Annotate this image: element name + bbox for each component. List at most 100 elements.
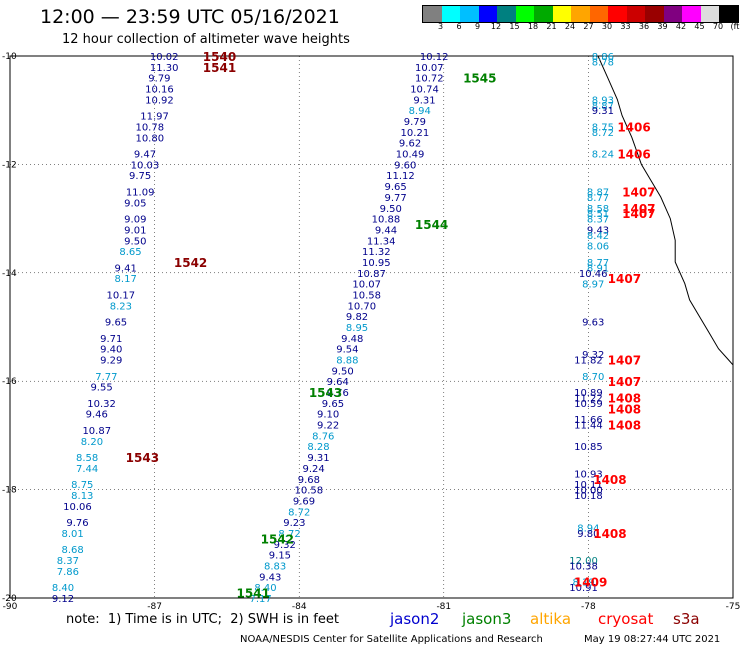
wave-height-label: 9.48	[341, 334, 363, 345]
timestamp: May 19 08:27:44 UTC 2021	[584, 634, 721, 645]
wave-height-label: 10.91	[569, 583, 598, 594]
wave-height-label: 10.58	[352, 290, 381, 301]
wave-height-label: 8.01	[62, 529, 84, 540]
page-subtitle: 12 hour collection of altimeter wave hei…	[62, 32, 350, 47]
wave-height-label: 8.17	[115, 274, 137, 285]
colorbar-label: 42	[675, 22, 687, 31]
lat-tick-label: -18	[2, 486, 17, 496]
wave-height-label: 8.06	[587, 242, 609, 253]
wave-height-label: 9.69	[293, 496, 315, 507]
lat-tick-label: -12	[2, 160, 17, 170]
wave-height-label: 11.82	[574, 356, 603, 367]
wave-height-label: 8.97	[582, 280, 604, 291]
colorbar-label: 21	[546, 22, 557, 31]
wave-height-label: 8.42	[587, 231, 609, 242]
wave-height-label: 8.87	[592, 101, 614, 112]
colorbar-label: (ft)	[730, 22, 740, 31]
wave-height-label: 8.88	[336, 356, 358, 367]
wave-height-label: 10.74	[410, 85, 439, 96]
pass-time-label: 1409	[574, 576, 607, 590]
colorbar-label: 39	[657, 22, 668, 31]
wave-height-label: 8.94	[577, 524, 599, 535]
wave-height-label: 8.28	[307, 442, 329, 453]
wave-height-label: 9.31	[307, 453, 329, 464]
wave-height-label: 10.87	[82, 426, 111, 437]
lon-tick-label: -81	[436, 602, 451, 612]
wave-height-label: 9.43	[259, 572, 281, 583]
pass-time-label: 1542	[174, 256, 207, 270]
colorbar-label: 6	[456, 22, 462, 31]
colorbar-swatch	[608, 6, 627, 22]
note-text: note: 1) Time is in UTC; 2) SWH is in fe…	[66, 612, 339, 627]
wave-height-label: 9.75	[129, 171, 151, 182]
wave-height-label: 8.77	[587, 193, 609, 204]
wave-height-label: 10.16	[145, 85, 174, 96]
wave-height-label: 10.32	[87, 399, 116, 410]
colorbar-label: 45	[694, 22, 705, 31]
pass-time-label: 1543	[126, 451, 159, 465]
wave-height-label: 10.18	[574, 491, 603, 502]
wave-height-label: 10.93	[574, 469, 603, 480]
colorbar-swatch	[663, 6, 682, 22]
page-title: 12:00 — 23:59 UTC 05/16/2021	[40, 6, 340, 28]
wave-height-label: 9.40	[100, 345, 122, 356]
wave-height-label: 8.87	[587, 188, 609, 199]
wave-height-label: 8.72	[278, 529, 300, 540]
colorbar-label: 3	[437, 22, 444, 31]
wave-height-label: 9.15	[269, 551, 291, 562]
wave-height-label: 10.06	[63, 502, 92, 513]
wave-height-label: 10.85	[574, 442, 603, 453]
wave-height-label: 9.65	[384, 182, 406, 193]
pass-time-label: 1545	[463, 72, 496, 86]
colorbar-swatch	[534, 6, 553, 22]
wave-height-label: 9.54	[336, 345, 358, 356]
colorbar-label: 15	[509, 22, 520, 31]
wave-height-label: 8.58	[76, 453, 98, 464]
wave-height-label: 10.03	[131, 160, 160, 171]
wave-height-label: 8.86	[592, 52, 614, 63]
lat-tick-label: -14	[2, 269, 17, 279]
wave-height-label: 8.37	[57, 556, 79, 567]
colorbar-swatch	[626, 6, 645, 22]
colorbar-swatch	[645, 6, 664, 22]
wave-height-label: 8.72	[592, 128, 614, 139]
wave-height-label: 9.50	[380, 204, 402, 215]
wave-height-label: 8.51	[587, 209, 609, 220]
wave-height-label: 9.79	[404, 117, 426, 128]
pass-time-label: 1540	[203, 50, 236, 64]
legend-jason3: jason3	[462, 610, 512, 628]
wave-height-label: 9.24	[303, 464, 325, 475]
wave-height-label: 10.12	[420, 52, 449, 63]
lat-tick-label: -16	[2, 377, 17, 387]
wave-height-label: 8.78	[592, 57, 614, 68]
wave-height-label: 8.58	[587, 204, 609, 215]
colorbar-swatch	[478, 6, 497, 22]
wave-height-label: 9.68	[298, 475, 320, 486]
wave-height-label: 9.47	[134, 150, 156, 161]
pass-time-label: 1408	[608, 391, 641, 405]
wave-height-label: 10.88	[372, 215, 401, 226]
wave-height-label: 9.46	[86, 410, 108, 421]
wave-height-label: 10.89	[574, 388, 603, 399]
pass-time-label: 1407	[608, 375, 641, 389]
pass-time-label: 1544	[415, 218, 448, 232]
wave-height-label: 9.50	[124, 236, 146, 247]
wave-height-label: 11.97	[140, 112, 169, 123]
wave-height-label: 9.64	[327, 377, 349, 388]
wave-height-label: 8.83	[264, 561, 286, 572]
wave-height-label: 9.32	[582, 350, 604, 361]
lon-tick-label: -75	[726, 602, 740, 612]
wave-height-label: 11.09	[126, 188, 155, 199]
wave-height-label: 8.40	[52, 583, 74, 594]
pass-time-label: 1541	[203, 61, 236, 75]
wave-height-label: 9.32	[274, 540, 296, 551]
pass-time-label: 1543	[309, 386, 342, 400]
pass-time-label: 1408	[608, 402, 641, 416]
wave-height-label: 8.24	[592, 150, 614, 161]
wave-height-label: 11.32	[362, 247, 391, 258]
wave-height-label: 9.63	[582, 318, 604, 329]
credit-text: NOAA/NESDIS Center for Satellite Applica…	[240, 634, 543, 645]
wave-height-label: 9.62	[399, 139, 421, 150]
